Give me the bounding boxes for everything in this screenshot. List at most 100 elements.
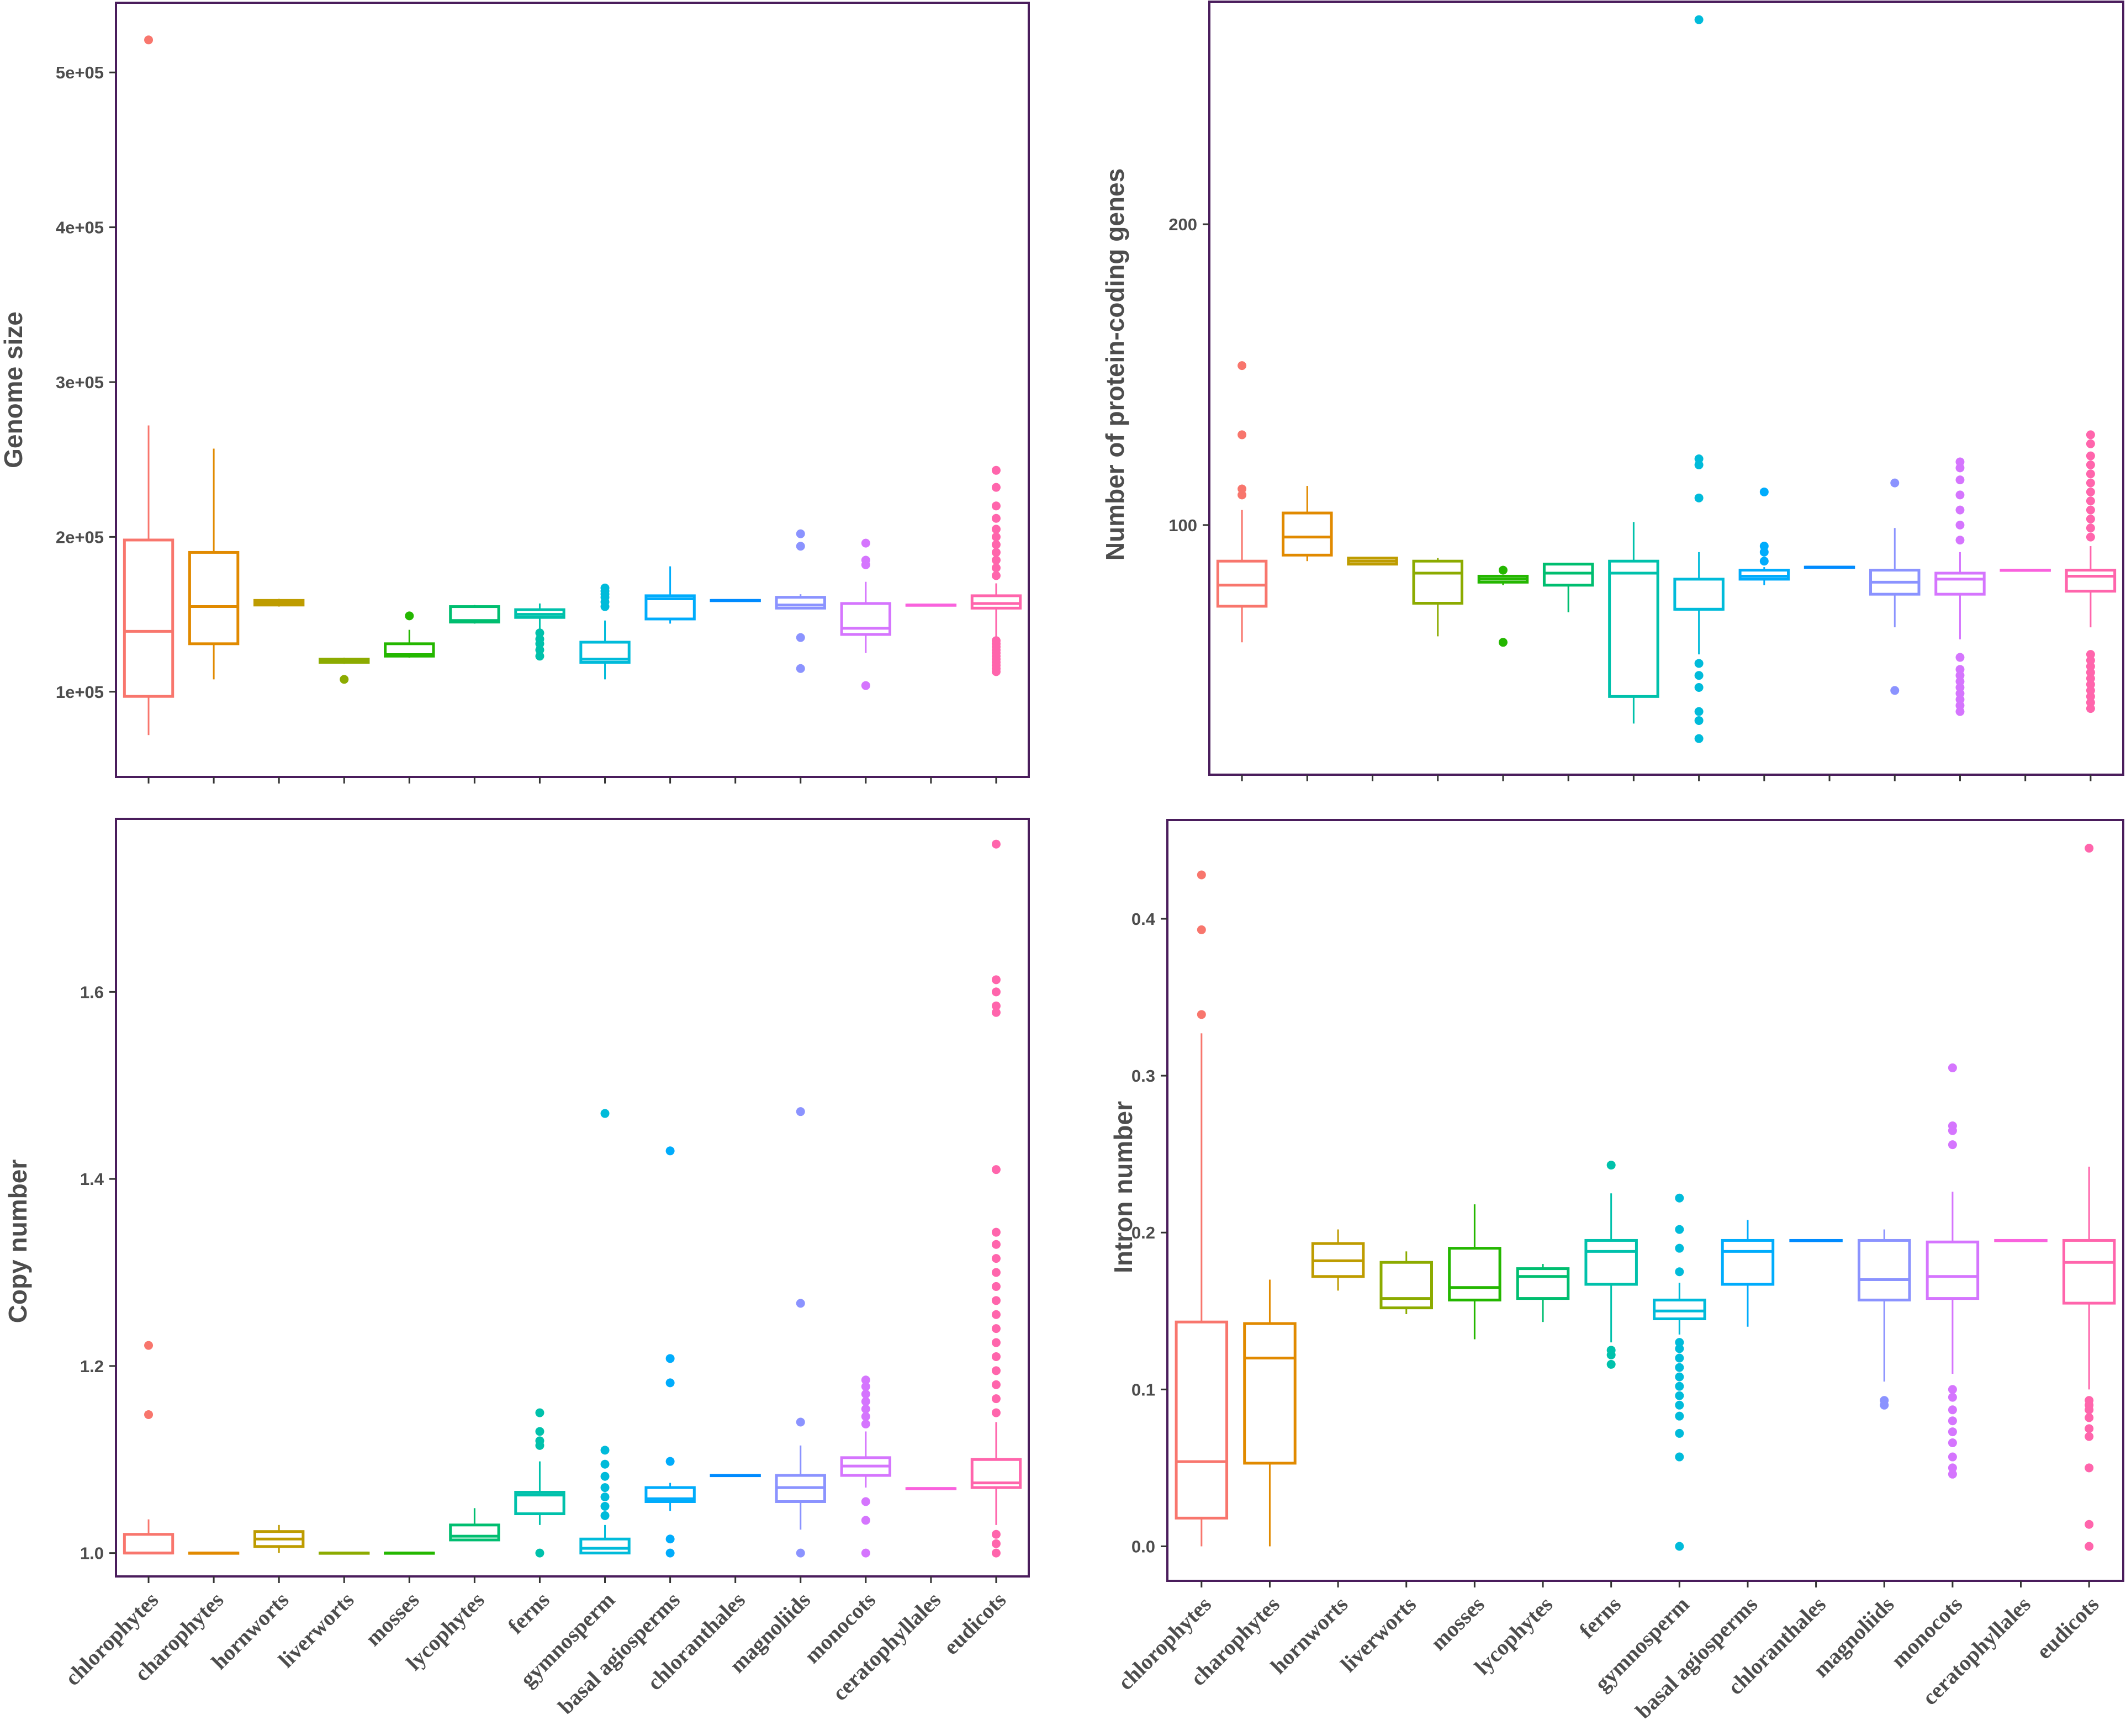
x-category-label: ferns <box>1574 1592 1626 1643</box>
outlier-point <box>1498 638 1508 647</box>
outlier-point <box>991 465 1001 475</box>
box-hornworts <box>253 1525 305 1553</box>
box-iqr <box>1653 1298 1706 1321</box>
outlier-point <box>1675 1338 1684 1347</box>
outlier-point <box>861 538 870 548</box>
outlier-point <box>1675 1400 1684 1410</box>
box-basal-agiosperms <box>1721 1220 1775 1327</box>
box-iqr <box>1858 1239 1911 1301</box>
outlier-point <box>1948 1393 1957 1402</box>
outlier-point <box>991 532 1001 542</box>
outlier-point <box>796 529 805 538</box>
box-iqr <box>1738 569 1790 581</box>
box-chlorophytes <box>1216 361 1268 643</box>
box-iqr <box>123 1533 174 1555</box>
outlier-point <box>1606 1359 1616 1369</box>
box-lycophytes <box>449 605 500 624</box>
box-gymnosperm <box>1653 1193 1706 1551</box>
box-liverworts <box>1379 1251 1433 1314</box>
y-tick-label: 1.4 <box>80 1169 104 1189</box>
outlier-point <box>2086 430 2095 440</box>
outlier-point <box>1955 475 1965 485</box>
outlier-point <box>1955 490 1965 500</box>
y-tick-label: 200 <box>1168 215 1197 234</box>
box-iqr <box>1412 559 1463 605</box>
box-iqr <box>1584 1239 1638 1286</box>
y-tick-label: 0.1 <box>1131 1380 1155 1399</box>
y-tick-label: 1.0 <box>80 1544 104 1563</box>
box-ceratophyllales <box>2000 569 2051 572</box>
box-eudicots <box>2062 844 2116 1551</box>
outlier-point <box>1948 1063 1957 1072</box>
outlier-point <box>1955 665 1965 674</box>
box-gymnosperm <box>1673 15 1725 743</box>
box-chloranthales <box>1804 565 1855 569</box>
box-charophytes <box>188 448 240 680</box>
outlier-point <box>991 1240 1001 1249</box>
box-hornworts <box>1311 1229 1365 1291</box>
outlier-point <box>1675 1428 1684 1438</box>
outlier-point <box>991 636 1001 645</box>
box-eudicots <box>2065 430 2117 713</box>
outlier-point <box>535 1436 544 1446</box>
box-basal-agiosperms <box>1738 487 1790 585</box>
outlier-point <box>665 1378 675 1388</box>
outlier-point <box>1890 478 1900 488</box>
box-iqr <box>1608 559 1659 698</box>
outlier-point <box>861 1516 870 1525</box>
outlier-point <box>1237 361 1247 371</box>
y-tick-label: 3e+05 <box>56 373 104 392</box>
outlier-point <box>144 1341 154 1350</box>
outlier-point <box>1675 1353 1684 1363</box>
box-iqr <box>1175 1320 1229 1520</box>
outlier-point <box>991 1338 1001 1347</box>
outlier-point <box>1675 1382 1684 1391</box>
outlier-point <box>535 645 544 655</box>
box-iqr <box>2062 1239 2116 1305</box>
outlier-point <box>1694 716 1704 725</box>
outlier-point <box>1675 1267 1684 1277</box>
outlier-point <box>861 1497 870 1506</box>
outlier-point <box>991 548 1001 557</box>
outlier-point <box>2085 1520 2094 1529</box>
box-charophytes <box>1282 486 1333 562</box>
outlier-point <box>991 1380 1001 1389</box>
outlier-point <box>991 1352 1001 1361</box>
outlier-point <box>2085 1542 2094 1551</box>
outlier-point <box>1606 1161 1616 1170</box>
outlier-point <box>861 1548 870 1558</box>
box-chlorophytes <box>123 35 174 735</box>
outlier-point <box>991 1394 1001 1404</box>
outlier-point <box>1955 653 1965 662</box>
outlier-point <box>991 563 1001 573</box>
box-chloranthales <box>1789 1239 1843 1242</box>
box-iqr <box>840 602 892 636</box>
outlier-point <box>1955 505 1965 515</box>
y-axis-title: Genome size <box>0 311 28 468</box>
box-gymnosperm <box>579 1109 631 1555</box>
outlier-point <box>144 1410 154 1419</box>
outlier-point <box>1675 1452 1684 1462</box>
plot-frame <box>115 2 1030 778</box>
outlier-point <box>1237 430 1247 440</box>
outlier-point <box>1675 1542 1684 1551</box>
box-eudicots <box>970 839 1022 1558</box>
outlier-point <box>991 483 1001 492</box>
outlier-point <box>2085 1413 2094 1422</box>
outlier-point <box>665 1534 675 1544</box>
x-category-label: basal agiosperms <box>1631 1592 1762 1723</box>
box-iqr <box>579 1537 631 1555</box>
outlier-point <box>1948 1405 1957 1415</box>
outlier-point <box>2086 469 2095 479</box>
outlier-point <box>665 1354 675 1363</box>
x-category-label: ferns <box>503 1587 554 1639</box>
outlier-point <box>796 1417 805 1427</box>
box-eudicots <box>970 465 1022 676</box>
outlier-point <box>2086 496 2095 506</box>
outlier-point <box>796 1107 805 1116</box>
y-tick-label: 1e+05 <box>56 682 104 702</box>
outlier-point <box>991 1408 1001 1417</box>
box-chloranthales <box>710 1474 761 1478</box>
